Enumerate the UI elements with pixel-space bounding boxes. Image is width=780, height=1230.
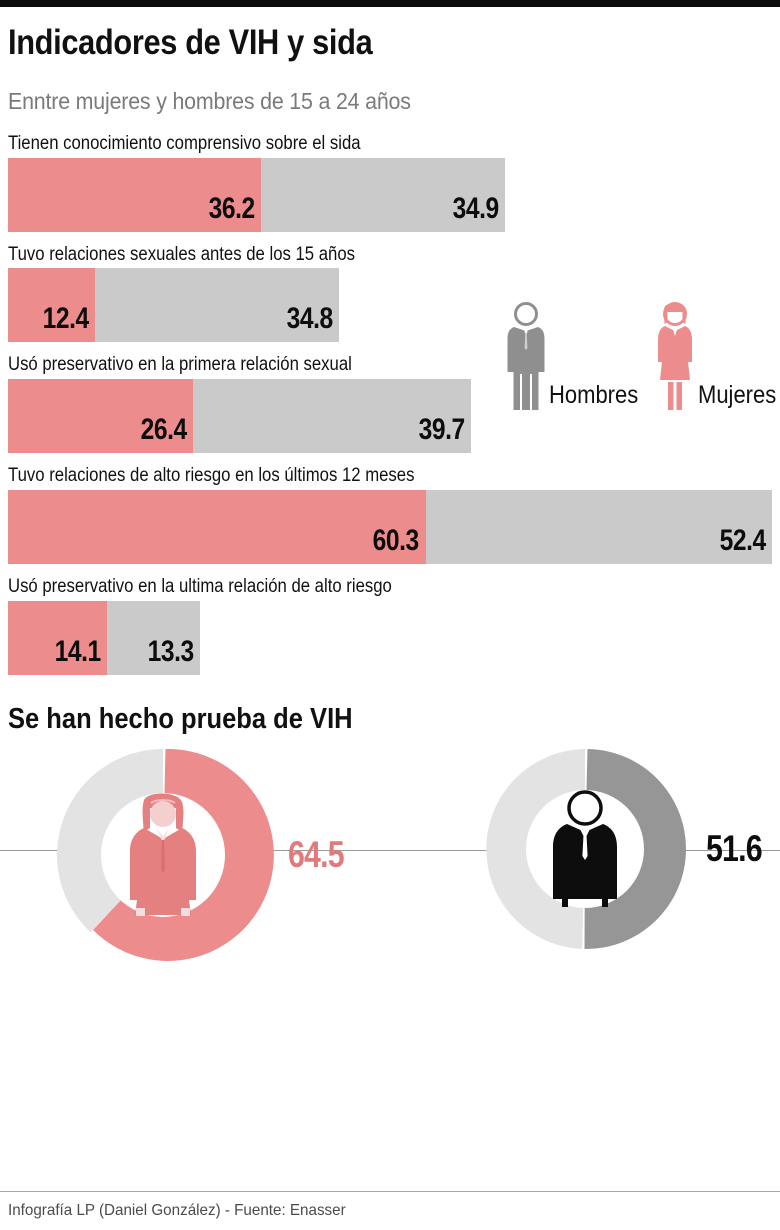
bar-segment-women: 14.1: [8, 600, 107, 675]
donut-men-svg: [486, 748, 687, 949]
page-subtitle: Enntre mujeres y hombres de 15 a 24 años: [8, 87, 411, 114]
female-figure-icon: [658, 302, 693, 410]
bar-value-women: 60.3: [372, 524, 420, 558]
bar-value-men: 39.7: [418, 413, 465, 447]
bar-segment-men: 34.9: [261, 157, 505, 232]
bar-track: 26.4 39.7: [8, 379, 772, 454]
section-title-hiv-test: Se han hecho prueba de VIH: [8, 702, 353, 735]
donut-women-value: 64.5: [288, 833, 345, 875]
bar-row: Tuvo relaciones sexuales antes de los 15…: [8, 244, 772, 343]
bar-label: Tienen conocimiento comprensivo sobre el…: [8, 132, 361, 154]
bar-segment-men: 39.7: [193, 379, 471, 454]
donut-men-value: 51.6: [706, 827, 763, 869]
footer-divider: [0, 1191, 780, 1192]
bar-value-men: 13.3: [147, 634, 194, 668]
bar-segment-women: 12.4: [8, 268, 95, 343]
legend-label-women: Mujeres: [698, 381, 777, 409]
legend-item-women: Mujeres: [654, 300, 780, 412]
legend-item-men: Hombres: [505, 300, 650, 412]
page-title: Indicadores de VIH y sida: [8, 23, 373, 62]
footer-credit: Infografía LP (Daniel González) - Fuente…: [8, 1202, 346, 1219]
bar-segment-women: 36.2: [8, 157, 261, 232]
donut-chart-group: 64.5 51.6: [0, 736, 780, 996]
bar-row: Usó preservativo en la primera relación …: [8, 354, 772, 454]
donut-men: 51.6: [480, 744, 774, 954]
donut-women-svg: [57, 748, 274, 961]
bar-row: Tienen conocimiento comprensivo sobre el…: [8, 133, 772, 232]
bar-value-men: 34.9: [452, 191, 499, 225]
bar-track: 60.3 52.4: [8, 490, 772, 565]
bar-segment-men: 13.3: [107, 600, 200, 675]
bar-label: Usó preservativo en la ultima relación d…: [8, 576, 392, 598]
legend-label-men: Hombres: [549, 381, 639, 409]
top-black-rule: [0, 0, 780, 7]
bar-segment-men: 52.4: [425, 490, 772, 565]
bar-track: 36.2 34.9: [8, 157, 772, 232]
bar-value-women: 14.1: [54, 634, 101, 668]
bar-label: Tuvo relaciones sexuales antes de los 15…: [8, 243, 356, 265]
donut-women: 64.5: [52, 744, 356, 966]
bar-chart: Tienen conocimiento comprensivo sobre el…: [8, 133, 772, 675]
male-figure-icon: [553, 790, 617, 907]
legend: Hombres Mujeres: [505, 300, 780, 412]
female-figure-icon: [130, 793, 196, 916]
bar-segment-women: 60.3: [8, 490, 426, 565]
bar-label: Usó preservativo en la primera relación …: [8, 354, 352, 376]
male-figure-icon: [507, 302, 545, 410]
bar-label: Tuvo relaciones de alto riesgo en los úl…: [8, 465, 415, 487]
bar-row: Tuvo relaciones de alto riesgo en los úl…: [8, 465, 772, 565]
bar-segment-women: 26.4: [8, 379, 193, 454]
bar-value-women: 36.2: [208, 191, 255, 225]
bar-value-men: 34.8: [286, 302, 333, 336]
bar-track: 12.4 34.8: [8, 268, 772, 343]
bar-value-women: 26.4: [140, 413, 187, 447]
bar-row: Usó preservativo en la ultima relación d…: [8, 576, 772, 675]
bar-value-women: 12.4: [42, 302, 89, 336]
section-divider: [0, 850, 780, 851]
bar-value-men: 52.4: [719, 524, 766, 558]
bar-track: 14.1 13.3: [8, 600, 772, 675]
bar-segment-men: 34.8: [95, 268, 339, 343]
